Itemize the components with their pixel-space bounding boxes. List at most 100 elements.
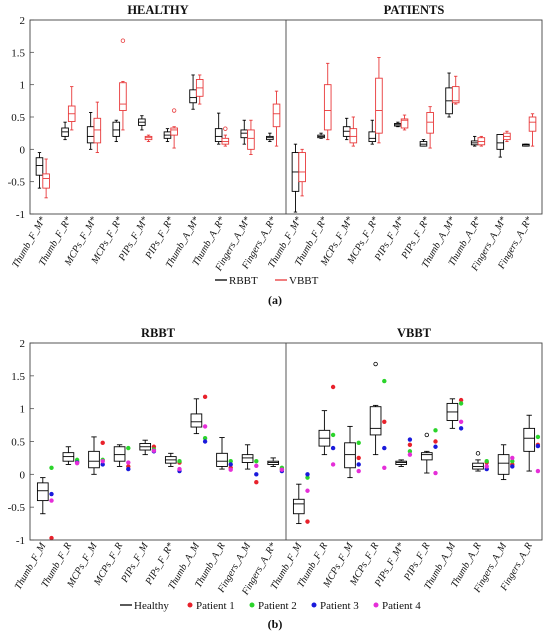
box-VBBT [67,86,76,131]
patient-point [433,470,438,476]
box-RBBT [240,119,249,145]
y-tick-label: 0 [20,144,26,156]
patient-point [510,459,515,464]
patient-point [126,445,131,451]
patient-point [330,384,336,390]
box-healthy [190,398,203,435]
box-VBBT [93,101,102,154]
patient-point [484,459,489,464]
box-healthy [164,452,177,467]
patient-point [100,462,105,467]
y-tick-label: 1.5 [11,47,25,59]
y-tick-label: -1 [16,209,25,221]
box-iqr [369,406,382,436]
y-tick-label: -0.5 [8,502,26,514]
patient-point [228,467,233,472]
box-RBBT [86,112,95,150]
box-iqr [189,89,197,104]
patient-point [74,460,80,466]
panel-title: HEALTHY [127,3,188,17]
patient-point [356,455,361,461]
box-healthy [318,410,331,456]
box-RBBT [368,119,377,145]
box-RBBT [317,132,325,139]
patient-point [202,424,208,429]
box-iqr [451,86,460,104]
box-iqr [528,116,537,132]
patient-point [458,401,464,406]
panel-title: PATIENTS [384,3,445,17]
box-iqr [170,127,178,136]
box-iqr [400,118,409,129]
patient-point [382,378,387,384]
patient-point [49,535,54,541]
box-healthy [216,437,228,470]
box-RBBT [496,134,505,158]
patient-point [177,466,182,472]
box-VBBT [477,135,486,147]
patient-point [330,445,336,451]
box-iqr [298,152,306,183]
patient-point [382,419,387,424]
box-healthy [344,425,356,479]
box-iqr [292,498,305,515]
y-tick-label: 2 [20,15,26,27]
box-VBBT [144,134,153,143]
box-iqr [344,442,356,469]
box-healthy [292,483,305,525]
box-iqr [86,126,95,144]
outlier-point [373,361,378,367]
box-healthy [497,444,510,481]
subfigure-1: -1-0.500.511.52RBBTThumb_F_MThumb_F_RMCP… [8,326,543,631]
box-iqr [119,82,127,111]
box-RBBT [445,72,453,118]
outlier-point [424,432,429,438]
box-VBBT [170,108,178,149]
patient-point [279,467,285,472]
patient-point [433,444,438,449]
patient-point [382,445,387,451]
y-tick-label: 0 [20,469,26,481]
legend-label: Patient 2 [258,600,297,612]
panel-title: RBBT [141,326,176,340]
box-healthy [36,477,49,515]
patient-point [202,394,208,400]
patient-point [228,459,233,464]
outlier-point [475,451,481,456]
box-RBBT [394,121,402,128]
patient-point [458,397,464,403]
box-iqr [35,157,44,176]
box-iqr [214,128,223,143]
box-iqr [349,128,358,144]
patient-point [202,436,208,441]
patient-point [535,434,541,440]
box-healthy [62,446,75,465]
box-iqr [368,131,377,143]
box-iqr [420,452,433,461]
y-tick-label: 1.5 [11,371,25,383]
legend-marker [187,602,193,608]
y-tick-label: -1 [16,535,25,547]
legend-marker [311,602,317,608]
patient-point [254,472,259,477]
legend-label: VBBT [289,275,319,287]
patient-point [535,443,541,449]
patient-point [330,462,336,467]
box-RBBT [342,117,351,141]
y-tick-label: 0.5 [11,437,25,449]
patient-point [407,442,413,447]
patient-point [510,455,515,461]
y-tick-label: 2 [20,338,26,350]
patient-point [151,448,157,453]
box-iqr [36,482,49,502]
y-tick-label: 0.5 [11,112,25,124]
box-iqr [88,450,100,469]
box-RBBT [266,132,274,143]
box-RBBT [470,135,479,147]
y-tick-label: 1 [20,80,26,92]
patient-point [458,426,464,431]
patient-point [458,419,464,424]
box-VBBT [349,116,358,147]
box-RBBT [214,112,223,145]
